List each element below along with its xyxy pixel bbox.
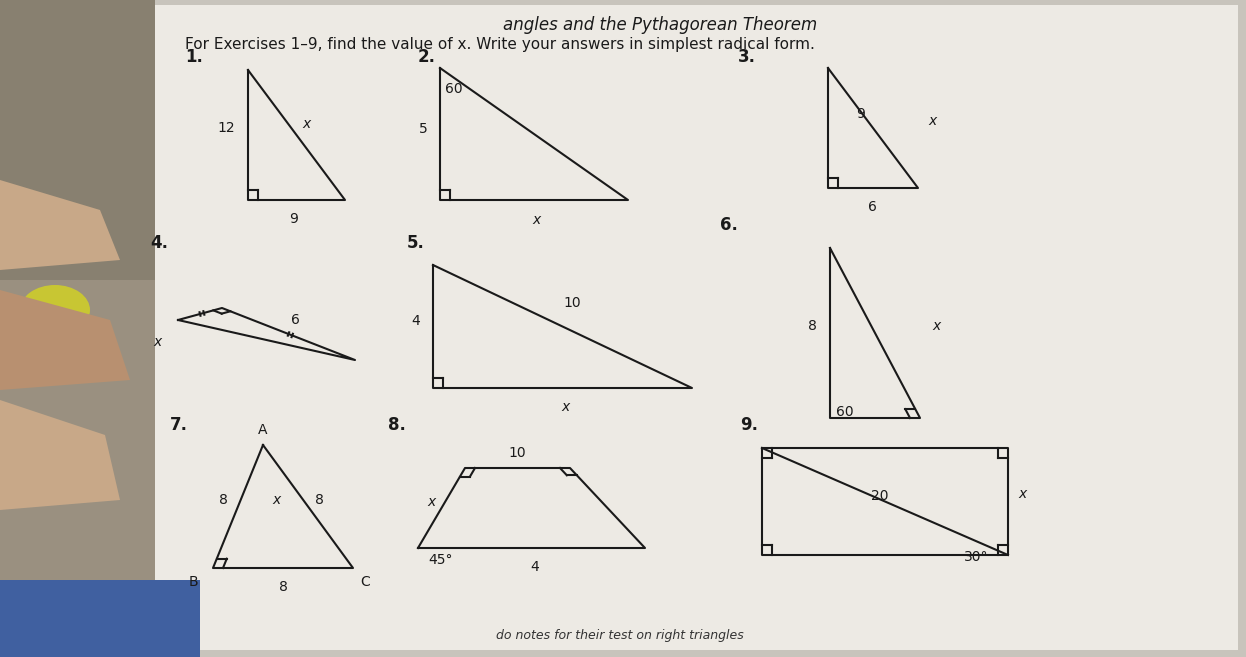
Text: 8: 8 — [809, 319, 817, 333]
Text: 9.: 9. — [740, 416, 758, 434]
Text: 5.: 5. — [407, 234, 425, 252]
Text: A: A — [258, 423, 268, 437]
Text: 8.: 8. — [388, 416, 406, 434]
Text: 4: 4 — [531, 560, 540, 574]
Text: 4: 4 — [411, 314, 420, 328]
Text: 9: 9 — [856, 107, 865, 121]
Text: do notes for their test on right triangles: do notes for their test on right triangl… — [496, 629, 744, 642]
Text: x: x — [153, 335, 162, 349]
Text: 20: 20 — [871, 489, 888, 503]
Text: 3.: 3. — [738, 48, 756, 66]
Text: For Exercises 1–9, find the value of x. Write your answers in simplest radical f: For Exercises 1–9, find the value of x. … — [184, 37, 815, 52]
Text: 1.: 1. — [184, 48, 203, 66]
Polygon shape — [0, 290, 130, 390]
Text: 5: 5 — [419, 122, 427, 136]
Text: 8: 8 — [279, 580, 288, 594]
Text: x: x — [302, 117, 310, 131]
FancyBboxPatch shape — [0, 0, 155, 280]
Text: x: x — [561, 400, 569, 414]
Text: 2.: 2. — [417, 48, 436, 66]
Text: x: x — [932, 319, 941, 333]
Text: 10: 10 — [508, 446, 526, 460]
Text: 6: 6 — [290, 313, 299, 327]
Text: x: x — [532, 213, 540, 227]
Text: 30°: 30° — [963, 550, 988, 564]
Text: 10: 10 — [563, 296, 581, 310]
Text: x: x — [427, 495, 436, 509]
Text: 7.: 7. — [169, 416, 188, 434]
Text: B: B — [188, 575, 198, 589]
Text: 8: 8 — [219, 493, 228, 507]
Text: 12: 12 — [217, 121, 235, 135]
FancyBboxPatch shape — [0, 580, 201, 657]
Text: 60: 60 — [445, 82, 462, 96]
Text: 45°: 45° — [427, 553, 452, 567]
Text: 6: 6 — [867, 200, 876, 214]
Text: x: x — [928, 114, 936, 128]
Text: 6.: 6. — [720, 216, 738, 234]
FancyBboxPatch shape — [0, 0, 155, 657]
Text: angles and the Pythagorean Theorem: angles and the Pythagorean Theorem — [503, 16, 817, 34]
Polygon shape — [0, 180, 120, 270]
Text: 9: 9 — [289, 212, 299, 226]
Text: 4.: 4. — [150, 234, 168, 252]
FancyBboxPatch shape — [148, 5, 1239, 650]
Text: C: C — [360, 575, 370, 589]
Ellipse shape — [20, 285, 90, 335]
Text: x: x — [272, 493, 280, 507]
Polygon shape — [0, 400, 120, 510]
Text: x: x — [1018, 487, 1027, 501]
Text: 8: 8 — [315, 493, 324, 507]
Text: 60: 60 — [836, 405, 854, 419]
